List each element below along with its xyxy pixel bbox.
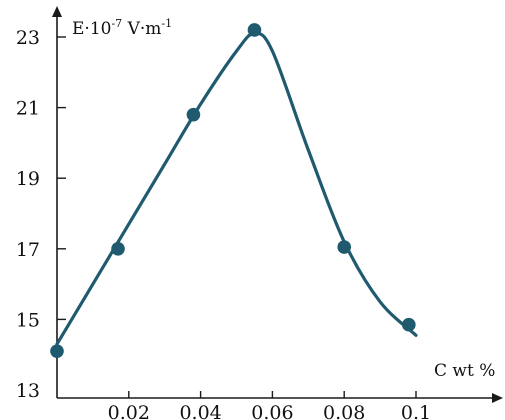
y-tick-label: 21	[16, 98, 40, 120]
x-tick-label: 0.1	[401, 402, 431, 420]
y-tick-label: 13	[16, 380, 40, 402]
data-point	[337, 240, 352, 254]
y-tick-label: 23	[16, 27, 40, 49]
y-tick-label: 19	[16, 168, 40, 190]
x-axis-label: C wt %	[434, 361, 495, 381]
ticks	[57, 36, 417, 398]
data-point	[247, 23, 262, 37]
data-point	[50, 344, 64, 358]
data-points	[50, 23, 416, 358]
x-tick-label: 0.02	[108, 402, 150, 420]
data-point	[186, 107, 201, 122]
y-tick-label: 15	[16, 309, 40, 331]
y-axis-label: E·10-7 V·m-1	[72, 17, 172, 39]
y-tick-label: 17	[16, 239, 40, 261]
data-point	[402, 317, 416, 332]
x-tick-label: 0.06	[251, 402, 293, 420]
x-tick-label: 0.08	[323, 402, 365, 420]
tick-labels: 0.02 0.04 0.06 0.08 0.1 13 15 17 19 21 23	[16, 27, 431, 420]
x-tick-label: 0.04	[179, 402, 221, 420]
y-axis-arrow	[52, 6, 62, 17]
plot-area	[50, 23, 418, 358]
axes	[52, 6, 503, 403]
fit-curve	[55, 31, 418, 346]
data-point	[111, 242, 125, 256]
x-axis-arrow	[492, 393, 503, 403]
